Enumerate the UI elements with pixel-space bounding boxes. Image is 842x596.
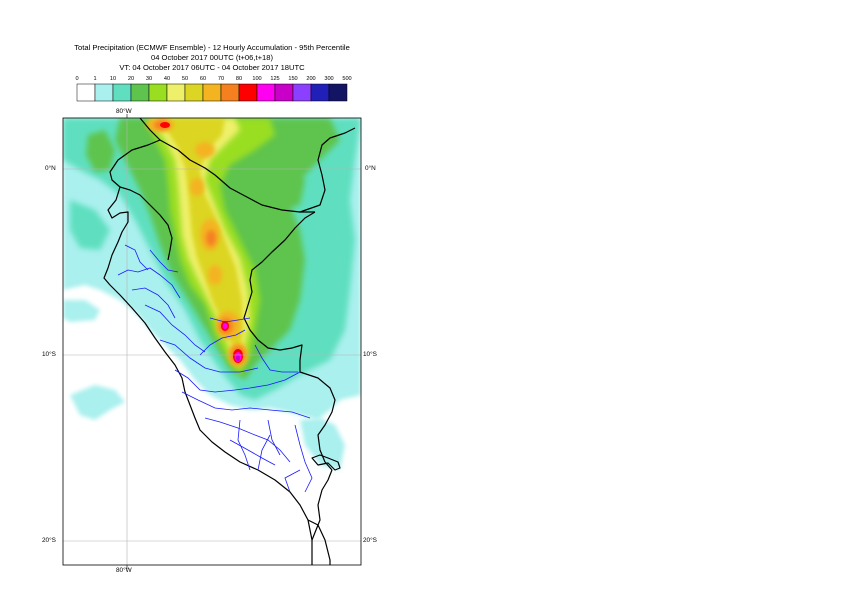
precip-20mm-northwest: [86, 130, 115, 172]
base-time-label: 04 October 2017 00UTC (t+06,t+18): [151, 53, 273, 62]
map-frame: [62, 117, 362, 566]
lat-label-right-2: 20°S: [363, 537, 377, 544]
lat-label-left-2: 20°S: [42, 537, 56, 544]
lat-label-right-0: 0°N: [365, 165, 376, 172]
chart-title: Total Precipitation (ECMWF Ensemble) - 1…: [74, 43, 350, 52]
lon-label-bottom: 80°W: [116, 567, 132, 574]
lat-label-left-0: 0°N: [45, 165, 56, 172]
precip-offshore-1: [70, 385, 125, 420]
valid-time-label: VT: 04 October 2017 06UTC - 04 October 2…: [119, 63, 305, 72]
lat-label-left-1: 10°S: [42, 351, 56, 358]
precip-20mm-right: [260, 165, 305, 210]
precip-south-1: [300, 418, 345, 470]
country-borders: [103, 118, 356, 565]
precip-125mm-spots: [236, 355, 240, 361]
precip-50mm-area: [155, 118, 243, 355]
admin-borders: [117, 244, 313, 493]
lon-label-top: 80°W: [116, 108, 132, 115]
lat-label-right-1: 10°S: [363, 351, 377, 358]
precip-10mm-west: [70, 200, 110, 250]
precip-offshore-2: [63, 300, 100, 322]
